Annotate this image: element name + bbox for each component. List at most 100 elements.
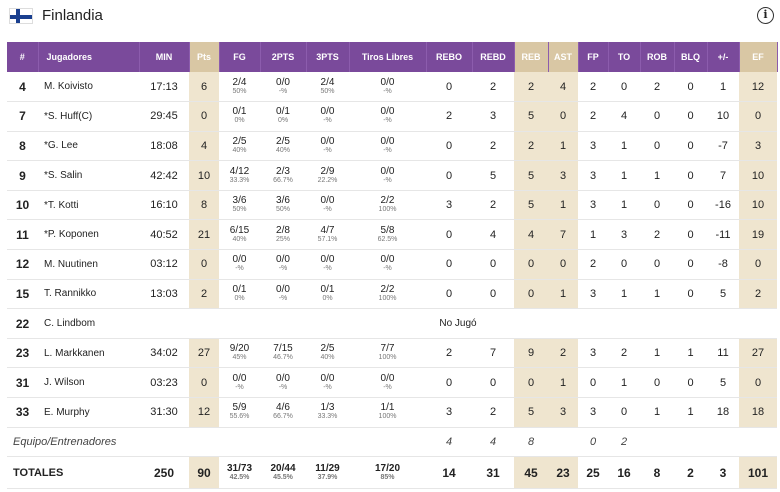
column-header-rebo[interactable]: REBO — [426, 42, 473, 72]
assists: 1 — [548, 279, 578, 310]
free-throws: 0/0 -% — [349, 131, 426, 162]
player-number: 4 — [7, 72, 38, 103]
free-throws: 0/0 -% — [349, 160, 426, 191]
minutes: 40:52 — [139, 219, 189, 251]
blocks: 0 — [674, 72, 707, 103]
points: 6 — [189, 72, 219, 103]
column-header-[interactable]: # — [7, 42, 39, 72]
turnovers: 3 — [608, 219, 640, 251]
efficiency: 3 — [739, 131, 777, 162]
plus-minus: 3 — [707, 456, 739, 490]
table-row[interactable]: 31 J. Wilson 03:23 0 0/0 -% 0/0 -% 0/0 -% 0/0 -% 0 0 0… — [7, 367, 777, 399]
offensive-rebounds: 0 — [426, 279, 472, 310]
rebounds: 4 — [514, 219, 548, 251]
column-header-reb[interactable]: REB — [514, 42, 549, 72]
column-header-[interactable]: +/- — [707, 42, 740, 72]
blocks: 0 — [674, 160, 707, 191]
defensive-rebounds: 2 — [472, 131, 514, 162]
fouls: 25 — [578, 456, 608, 490]
steals: 1 — [640, 338, 674, 369]
column-header-tiros-libres[interactable]: Tiros Libres — [349, 42, 427, 72]
steals: 1 — [640, 397, 674, 428]
column-header-blq[interactable]: BLQ — [674, 42, 708, 72]
rebounds: 2 — [514, 72, 548, 103]
column-header-2pts[interactable]: 2PTS — [260, 42, 307, 72]
fouls: 1 — [578, 219, 608, 251]
column-header-pts[interactable]: Pts — [189, 42, 220, 72]
plus-minus: -11 — [707, 219, 739, 251]
free-throws: 7/7 100% — [349, 338, 426, 369]
offensive-rebounds: 0 — [426, 249, 472, 280]
table-row[interactable]: 8 *G. Lee 18:08 4 2/5 40% 2/5 40% 0/0 -% 0/0 -% 0 2 2 1… — [7, 131, 777, 162]
offensive-rebounds: 2 — [426, 338, 472, 369]
table-row[interactable]: 15 T. Rannikko 13:03 2 0/1 0% 0/0 -% 0/1 0% 2/2 100… — [7, 279, 777, 310]
field-goals: 0/0 -% — [219, 249, 260, 280]
player-name: *G. Lee — [38, 131, 139, 162]
table-row[interactable]: 11 *P. Koponen 40:52 21 6/15 40% 2/8 25% 4/7 57.1… — [7, 219, 777, 251]
rebounds: 9 — [514, 338, 548, 369]
player-name: J. Wilson — [38, 367, 139, 399]
table-row[interactable]: 7 *S. Huff(C) 29:45 0 0/1 0% 0/1 0% 0/0 -% 0/0 -% 2 3… — [7, 101, 777, 132]
column-header-to[interactable]: TO — [608, 42, 641, 72]
field-goals: 6/15 40% — [219, 219, 260, 251]
offensive-rebounds: 0 — [426, 131, 472, 162]
rebounds: 8 — [514, 427, 548, 458]
table-row[interactable]: 10 *T. Kotti 16:10 8 3/6 50% 3/6 50% 0/0 -% 2/2 100… — [7, 190, 777, 221]
efficiency: 10 — [739, 160, 777, 191]
efficiency: 0 — [739, 367, 777, 399]
two-pointers: 0/0 -% — [260, 367, 306, 399]
minutes: 29:45 — [139, 101, 189, 132]
defensive-rebounds: 2 — [472, 72, 514, 103]
field-goals: 4/12 33.3% — [219, 160, 260, 191]
free-throws: 2/2 100% — [349, 279, 426, 310]
column-header-3pts[interactable]: 3PTS — [306, 42, 350, 72]
points: 0 — [189, 367, 219, 399]
column-header-jugadores[interactable]: Jugadores — [38, 42, 140, 72]
steals: 0 — [640, 131, 674, 162]
player-number: 12 — [7, 249, 38, 280]
efficiency: 19 — [739, 219, 777, 251]
table-row[interactable]: 33 E. Murphy 31:30 12 5/9 55.6% 4/6 66.7% 1/3 33.… — [7, 397, 777, 428]
column-header-fg[interactable]: FG — [219, 42, 261, 72]
assists: 2 — [548, 338, 578, 369]
table-row[interactable]: 9 *S. Salin 42:42 10 4/12 33.3% 2/3 66.7% 2/9 22.… — [7, 160, 777, 191]
three-pointers: 0/0 -% — [306, 249, 349, 280]
empty-cell — [707, 427, 739, 458]
offensive-rebounds: 0 — [426, 160, 472, 191]
steals: 2 — [640, 219, 674, 251]
minutes: 16:10 — [139, 190, 189, 221]
table-row[interactable]: 4 M. Koivisto 17:13 6 2/4 50% 0/0 -% 2/4 50% 0/0 -%… — [7, 72, 777, 103]
minutes: 17:13 — [139, 72, 189, 103]
defensive-rebounds: 0 — [472, 249, 514, 280]
points: 90 — [189, 456, 219, 490]
points: 12 — [189, 397, 219, 428]
column-header-ef[interactable]: EF — [739, 42, 778, 72]
column-header-rebd[interactable]: REBD — [472, 42, 515, 72]
points: 0 — [189, 101, 219, 132]
player-number: 8 — [7, 131, 38, 162]
rebounds: 2 — [514, 131, 548, 162]
field-goals: 5/9 55.6% — [219, 397, 260, 428]
blocks: 1 — [674, 397, 707, 428]
table-row[interactable]: 12 M. Nuutinen 03:12 0 0/0 -% 0/0 -% 0/0 -% 0/0 -% 0… — [7, 249, 777, 280]
assists: 1 — [548, 367, 578, 399]
plus-minus: 7 — [707, 160, 739, 191]
plus-minus: 10 — [707, 101, 739, 132]
plus-minus: 11 — [707, 338, 739, 369]
info-icon[interactable]: i — [757, 7, 774, 24]
column-header-fp[interactable]: FP — [578, 42, 609, 72]
assists: 3 — [548, 160, 578, 191]
table-row[interactable]: 22 C. Lindbom No Jugó — [7, 308, 777, 339]
table-row[interactable]: 23 L. Markkanen 34:02 27 9/20 45% 7/15 46.7% 2/5… — [7, 338, 777, 369]
column-header-min[interactable]: MIN — [139, 42, 190, 72]
two-pointers: 0/0 -% — [260, 279, 306, 310]
blocks: 0 — [674, 367, 707, 399]
two-pointers: 0/1 0% — [260, 101, 306, 132]
player-number: 23 — [7, 338, 38, 369]
free-throws: 0/0 -% — [349, 249, 426, 280]
two-pointers: 20/44 45.5% — [260, 456, 306, 490]
column-header-ast[interactable]: AST — [548, 42, 579, 72]
free-throws: 17/20 85% — [349, 456, 426, 490]
column-header-rob[interactable]: ROB — [640, 42, 675, 72]
fouls: 3 — [578, 279, 608, 310]
